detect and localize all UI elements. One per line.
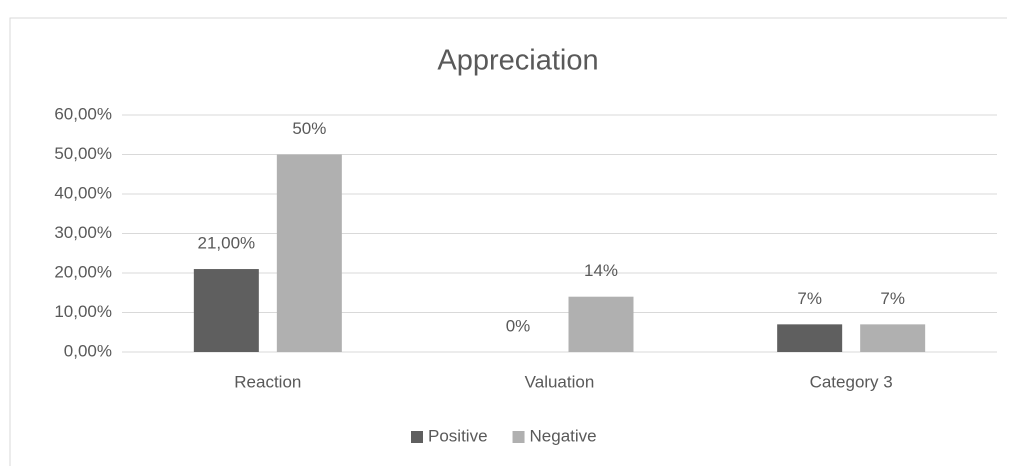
- chart-title: Appreciation: [437, 45, 598, 77]
- x-tick-label: Reaction: [234, 372, 301, 391]
- bar: [860, 324, 926, 352]
- y-tick-label: 40,00%: [54, 183, 112, 202]
- data-label: 21,00%: [197, 234, 255, 253]
- data-label: 50%: [292, 119, 326, 138]
- y-tick-label: 60,00%: [54, 104, 112, 123]
- bar: [276, 154, 342, 352]
- bar: [568, 296, 634, 352]
- y-tick-label: 10,00%: [54, 302, 112, 321]
- y-tick-label: 0,00%: [64, 341, 112, 360]
- bar: [193, 269, 259, 352]
- legend-swatch: [411, 431, 423, 443]
- data-label: 7%: [797, 289, 822, 308]
- legend-label: Negative: [530, 426, 597, 445]
- legend-label: Positive: [428, 426, 488, 445]
- x-tick-label: Valuation: [525, 372, 595, 391]
- y-tick-label: 50,00%: [54, 144, 112, 163]
- bar: [777, 324, 843, 352]
- chart-border: [9, 17, 1007, 466]
- x-tick-label: Category 3: [810, 372, 893, 391]
- y-tick-label: 20,00%: [54, 262, 112, 281]
- data-label: 14%: [584, 261, 618, 280]
- y-tick-label: 30,00%: [54, 223, 112, 242]
- data-label: 7%: [880, 289, 905, 308]
- data-label: 0%: [506, 316, 531, 335]
- legend-swatch: [512, 431, 525, 443]
